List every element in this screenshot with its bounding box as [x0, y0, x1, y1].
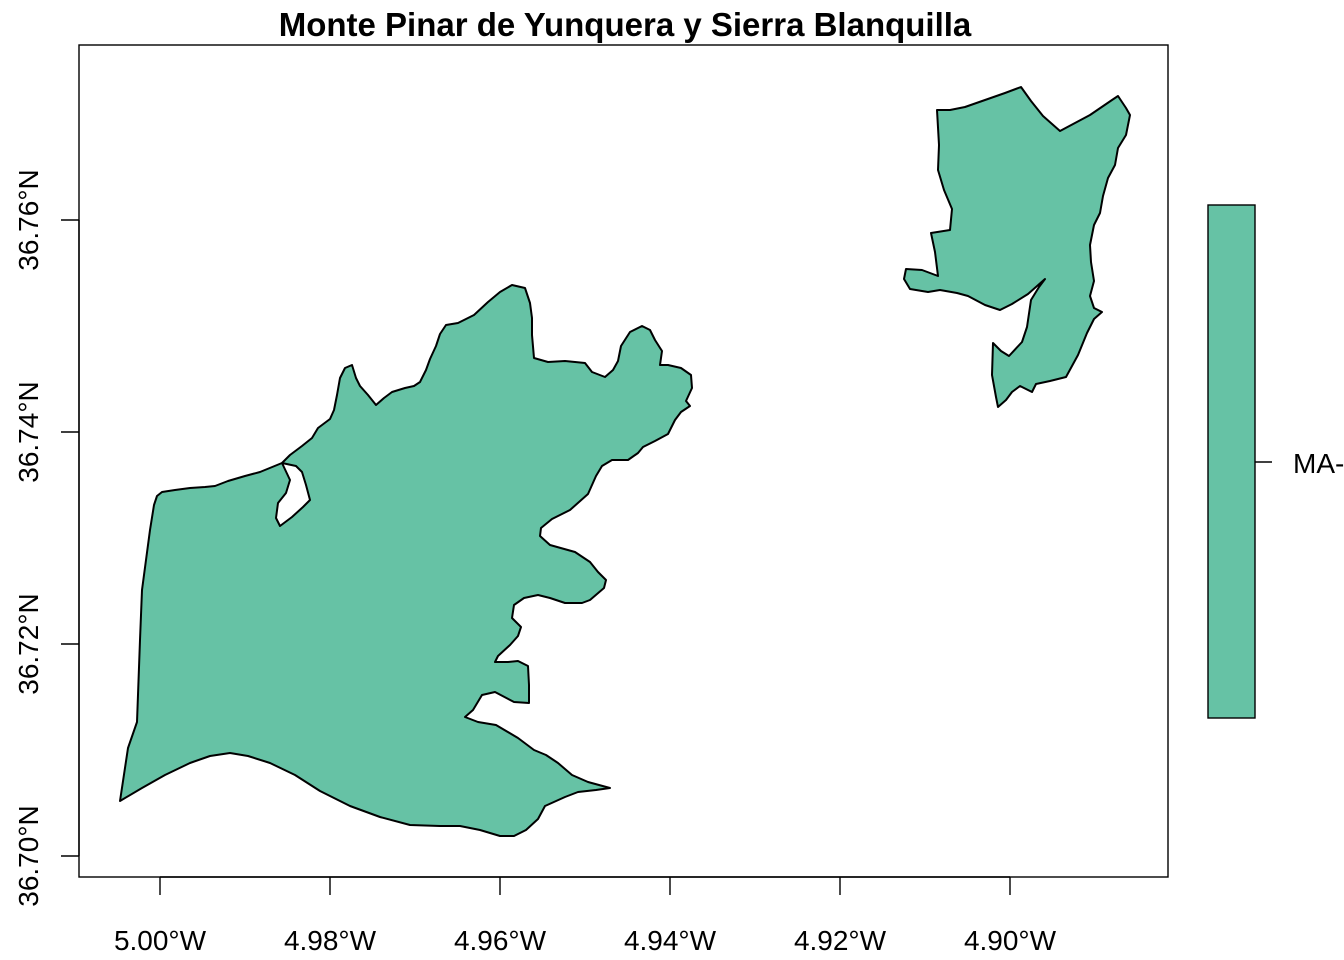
region-west-hole — [275, 462, 311, 527]
x-tick-label: 4.92°W — [794, 925, 887, 956]
y-axis: 36.70°N 36.72°N 36.74°N 36.76°N — [13, 169, 80, 907]
x-tick-label: 4.98°W — [284, 925, 377, 956]
x-tick-label: 4.94°W — [624, 925, 717, 956]
y-tick-label: 36.76°N — [13, 169, 44, 271]
x-tick-label: 4.90°W — [964, 925, 1057, 956]
region-east — [903, 86, 1131, 408]
y-tick-label: 36.72°N — [13, 593, 44, 695]
legend-label: MA- — [1293, 448, 1344, 479]
x-axis: 5.00°W 4.98°W 4.96°W 4.94°W 4.92°W 4.90°W — [114, 876, 1057, 956]
y-tick-label: 36.74°N — [13, 381, 44, 483]
map-title: Monte Pinar de Yunquera y Sierra Blanqui… — [279, 6, 972, 43]
legend-color-bar — [1207, 204, 1256, 719]
x-tick-label: 4.96°W — [454, 925, 547, 956]
region-west — [119, 284, 693, 837]
y-tick-label: 36.70°N — [13, 805, 44, 907]
x-tick-label: 5.00°W — [114, 925, 207, 956]
